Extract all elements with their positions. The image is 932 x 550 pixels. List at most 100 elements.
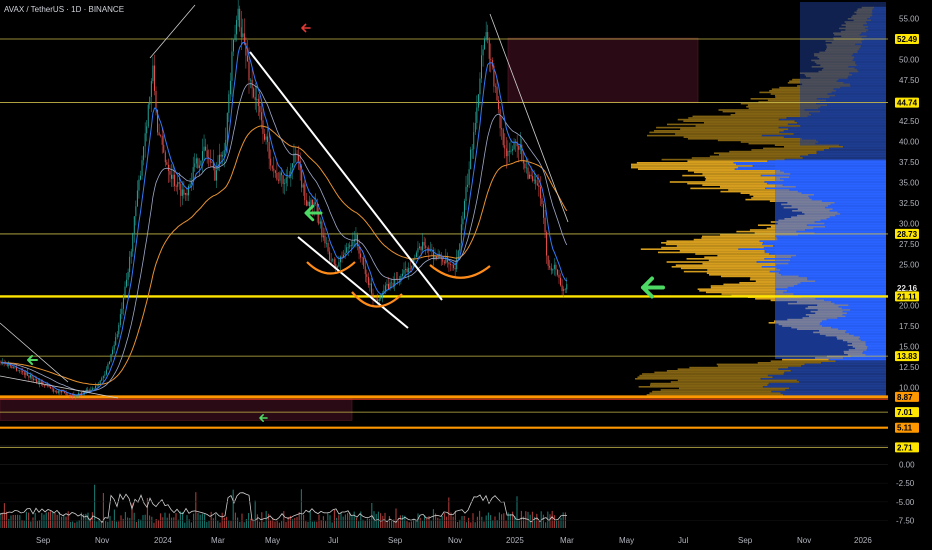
candle-body [175,186,177,187]
candle-body [488,40,490,59]
candle-body [415,252,417,258]
candle-body [206,150,208,157]
price-label-box [895,442,919,453]
price-label-box [895,351,919,362]
price-label: 8.87 [897,393,913,402]
candle-body [305,200,307,206]
vp-row-gold [640,248,739,250]
candle-body [363,257,365,267]
vp-row-gold [702,235,776,238]
vp-row-gold [736,230,797,233]
candles [0,0,568,400]
candle-body [477,94,479,108]
candle-body [370,283,372,294]
candle-body [409,268,411,269]
vp-row-gold [683,120,795,122]
symbol-label[interactable]: AVAX / TetherUS [4,5,65,14]
vp-row-blue [821,362,886,364]
candle-body [381,293,383,299]
candle-body [271,165,273,169]
price-axis-bg [890,0,932,550]
candle-body [318,212,320,224]
price-tick-label: 32.50 [899,199,920,208]
candle-body [448,262,450,265]
candle-body [225,139,227,151]
candle-body [358,245,360,254]
candle-body [543,203,544,218]
candle-body [408,268,410,273]
vp-row-gold [661,242,763,244]
vp-row-gold [695,253,770,255]
vp-row-gold [718,109,805,111]
candle-body [256,98,258,100]
candle-body [109,361,110,365]
trendline-thin-4 [0,322,69,383]
candle-body [99,380,101,384]
trendline-upper [249,51,443,301]
candle-body [70,395,72,396]
candle-body [479,78,481,95]
price-label: 44.74 [897,99,918,108]
price-label-box [895,422,919,433]
price-tick-label: 20.00 [899,302,920,311]
candle-body [188,186,190,196]
candle-body [291,163,293,168]
vp-row-gold [751,149,824,151]
vp-row-blue [778,368,886,370]
candle-body [93,388,95,389]
candle-body [484,38,486,50]
candle-body [119,314,121,325]
candle-body [270,158,272,166]
candle-body [127,272,129,280]
candle-body [17,370,19,372]
candle-body [189,184,191,187]
vp-row-blue [799,381,886,383]
candle-body [248,61,250,81]
candle-body [277,179,279,181]
candle-body [126,279,128,287]
candle-body [538,185,540,187]
candle-body [367,276,369,285]
price-label-box [895,291,919,302]
candle-body [321,221,323,238]
candle-body [285,177,287,184]
candle-body [202,151,203,161]
vp-row-blue [790,370,886,372]
vp-row-gold [717,139,817,142]
candle-body [341,256,343,259]
candle-body [166,162,168,165]
vp-row-blue [823,149,886,151]
price-axis [890,0,932,550]
vp-row-gold [689,366,789,369]
curve-bottom-1 [306,261,356,275]
candle-body [273,168,275,171]
candle-body [530,174,532,177]
candle-body [279,172,281,181]
candle-body [104,374,106,376]
candle-body [264,133,265,140]
candle-body [547,255,549,266]
candle-body [339,256,341,263]
candle-body [302,184,304,188]
price-tick-label: 15.00 [899,343,920,352]
candle-body [121,308,123,315]
candle-body [262,120,264,134]
candle-body [60,390,62,393]
support-zone [0,398,353,421]
candle-body [40,381,42,384]
candle-body [512,149,513,151]
candle-body [135,206,137,217]
candle-body [329,251,331,260]
vp-row-gold [675,133,794,135]
exchange-label: BINANCE [88,5,125,14]
interval-label[interactable]: 1D [71,5,82,14]
vp-row-blue [784,371,886,374]
candle-body [226,112,228,140]
time-tick-label: Jul [328,536,338,545]
candle-body [465,186,467,201]
candle-body [174,174,176,187]
vp-row-gold [693,238,778,241]
candle-body [401,273,403,276]
vp-row-gold [688,117,787,119]
